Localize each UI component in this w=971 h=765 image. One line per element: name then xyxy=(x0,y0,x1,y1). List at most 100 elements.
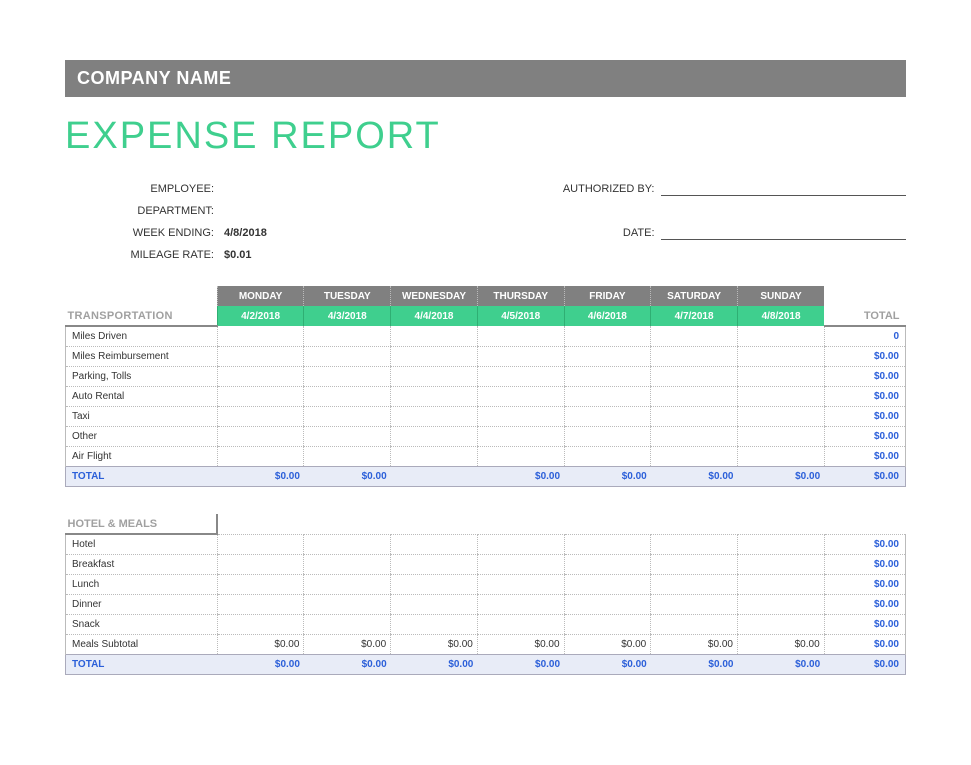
cell[interactable] xyxy=(564,594,651,614)
cell[interactable] xyxy=(217,386,304,406)
cell[interactable] xyxy=(477,346,564,366)
cell[interactable] xyxy=(391,574,478,594)
cell[interactable] xyxy=(477,406,564,426)
cell[interactable] xyxy=(651,554,738,574)
cell[interactable] xyxy=(304,426,391,446)
cell[interactable] xyxy=(391,446,478,466)
cell[interactable] xyxy=(304,534,391,554)
cell[interactable] xyxy=(477,446,564,466)
cell[interactable] xyxy=(391,386,478,406)
cell[interactable] xyxy=(477,386,564,406)
cell[interactable] xyxy=(391,426,478,446)
cell[interactable] xyxy=(651,386,738,406)
cell[interactable] xyxy=(737,446,824,466)
cell[interactable]: $0.00 xyxy=(651,634,738,654)
cell[interactable] xyxy=(737,574,824,594)
day-header: SATURDAY xyxy=(651,286,738,306)
cell[interactable] xyxy=(737,554,824,574)
cell[interactable] xyxy=(564,366,651,386)
cell[interactable] xyxy=(477,366,564,386)
cell[interactable] xyxy=(217,446,304,466)
totals-cell: $0.00 xyxy=(651,654,738,674)
cell[interactable] xyxy=(477,574,564,594)
row-total: $0.00 xyxy=(824,634,905,654)
cell[interactable] xyxy=(217,614,304,634)
cell[interactable] xyxy=(737,406,824,426)
cell[interactable] xyxy=(217,574,304,594)
cell[interactable] xyxy=(564,406,651,426)
cell[interactable] xyxy=(737,326,824,346)
cell[interactable] xyxy=(564,574,651,594)
cell[interactable] xyxy=(564,426,651,446)
day-header: SUNDAY xyxy=(737,286,824,306)
cell[interactable]: $0.00 xyxy=(477,634,564,654)
cell[interactable]: $0.00 xyxy=(564,634,651,654)
cell[interactable] xyxy=(391,534,478,554)
cell[interactable] xyxy=(391,346,478,366)
cell[interactable] xyxy=(564,346,651,366)
cell[interactable] xyxy=(737,386,824,406)
cell[interactable] xyxy=(391,594,478,614)
cell[interactable] xyxy=(477,326,564,346)
cell[interactable]: $0.00 xyxy=(304,634,391,654)
cell[interactable] xyxy=(304,366,391,386)
cell[interactable] xyxy=(217,366,304,386)
total-header: TOTAL xyxy=(824,306,905,326)
cell[interactable] xyxy=(477,614,564,634)
cell[interactable] xyxy=(217,534,304,554)
cell[interactable] xyxy=(564,614,651,634)
cell[interactable] xyxy=(391,366,478,386)
cell[interactable] xyxy=(391,326,478,346)
cell[interactable] xyxy=(304,594,391,614)
totals-cell: $0.00 xyxy=(477,654,564,674)
cell[interactable] xyxy=(304,614,391,634)
cell[interactable] xyxy=(217,326,304,346)
cell[interactable] xyxy=(477,534,564,554)
cell[interactable] xyxy=(651,326,738,346)
cell[interactable] xyxy=(391,614,478,634)
cell[interactable] xyxy=(651,406,738,426)
cell[interactable] xyxy=(564,386,651,406)
cell[interactable]: $0.00 xyxy=(217,634,304,654)
cell[interactable] xyxy=(564,534,651,554)
cell[interactable] xyxy=(217,594,304,614)
cell[interactable]: $0.00 xyxy=(391,634,478,654)
cell[interactable] xyxy=(304,574,391,594)
cell[interactable] xyxy=(564,326,651,346)
cell[interactable] xyxy=(217,426,304,446)
cell[interactable] xyxy=(737,366,824,386)
row-total: $0.00 xyxy=(824,614,905,634)
cell[interactable] xyxy=(477,554,564,574)
cell[interactable] xyxy=(737,594,824,614)
cell[interactable] xyxy=(651,426,738,446)
cell[interactable] xyxy=(477,594,564,614)
cell[interactable] xyxy=(651,446,738,466)
cell[interactable] xyxy=(304,554,391,574)
cell[interactable] xyxy=(737,614,824,634)
cell[interactable]: $0.00 xyxy=(737,634,824,654)
cell[interactable] xyxy=(217,554,304,574)
cell[interactable] xyxy=(564,554,651,574)
cell[interactable] xyxy=(737,346,824,366)
cell[interactable] xyxy=(651,346,738,366)
cell[interactable] xyxy=(564,446,651,466)
cell[interactable] xyxy=(651,614,738,634)
cell[interactable] xyxy=(737,534,824,554)
cell[interactable] xyxy=(304,446,391,466)
cell[interactable] xyxy=(651,534,738,554)
cell[interactable] xyxy=(651,594,738,614)
cell[interactable] xyxy=(391,406,478,426)
cell[interactable] xyxy=(304,406,391,426)
cell[interactable] xyxy=(304,326,391,346)
cell[interactable] xyxy=(304,386,391,406)
cell[interactable] xyxy=(477,426,564,446)
cell[interactable] xyxy=(737,426,824,446)
cell[interactable] xyxy=(217,346,304,366)
cell[interactable] xyxy=(217,406,304,426)
cell[interactable] xyxy=(651,366,738,386)
cell[interactable] xyxy=(651,574,738,594)
totals-cell: $0.00 xyxy=(217,466,304,486)
cell[interactable] xyxy=(391,554,478,574)
cell[interactable] xyxy=(304,346,391,366)
expense-table: MONDAYTUESDAYWEDNESDAYTHURSDAYFRIDAYSATU… xyxy=(65,286,906,675)
